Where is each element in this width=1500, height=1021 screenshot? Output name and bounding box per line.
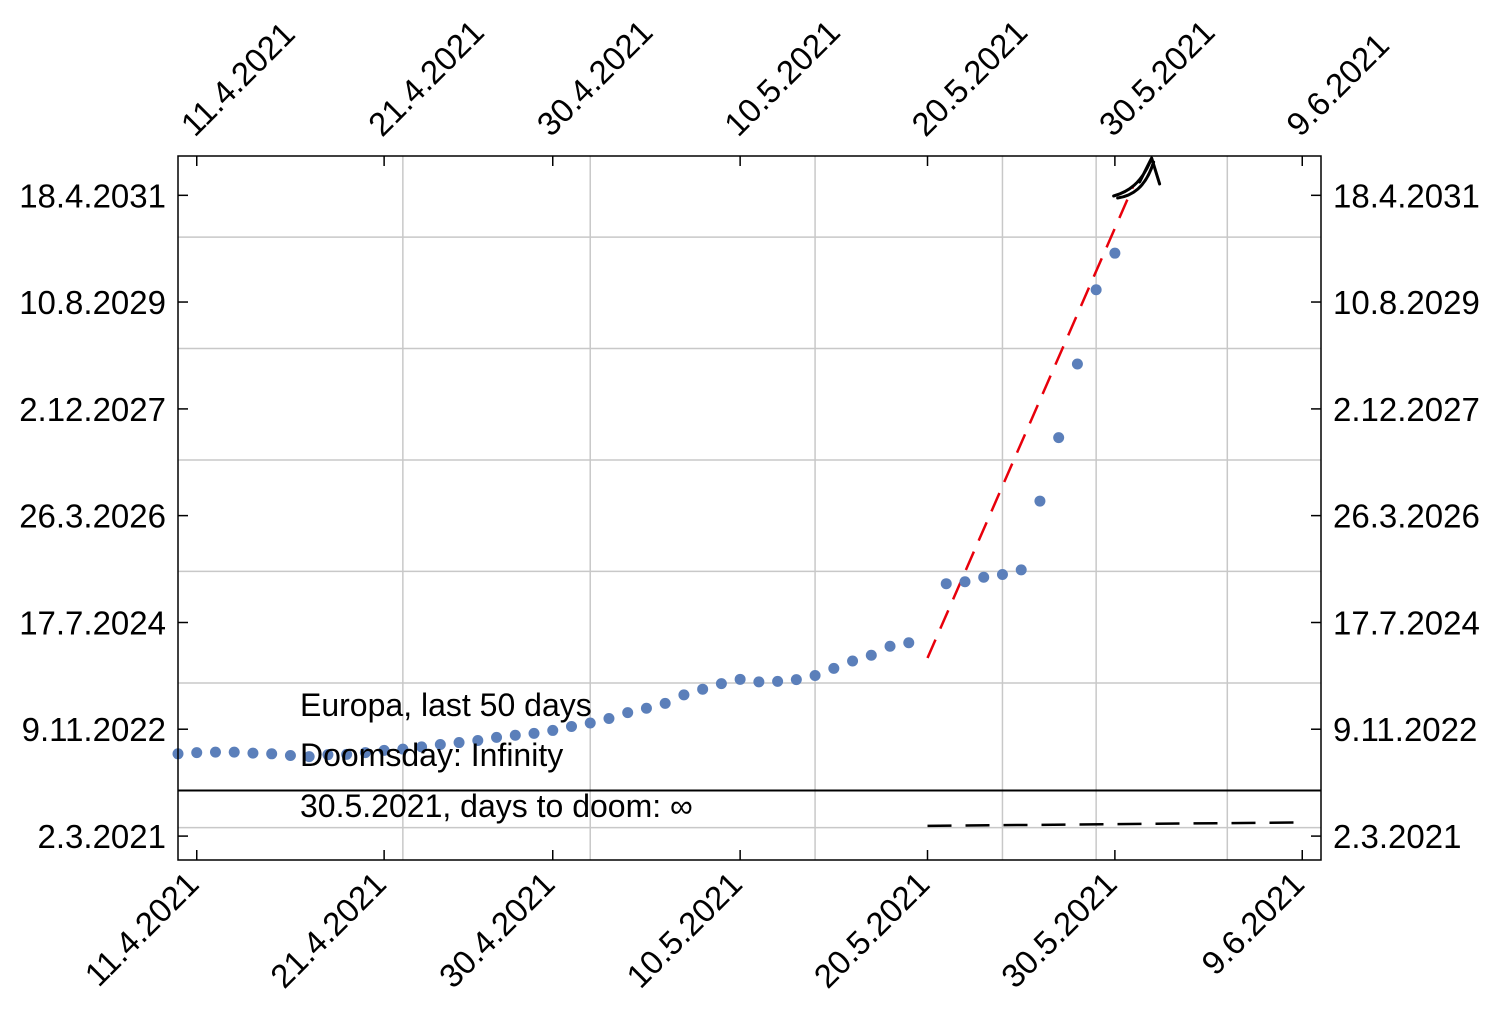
data-point — [491, 731, 503, 743]
x-axis-bottom-labels: 11.4.2021 21.4.2021 30.4.2021 10.5.2021 20.5… — [77, 865, 1311, 995]
data-point — [434, 738, 446, 750]
data-point — [1090, 284, 1102, 296]
data-point — [1034, 495, 1046, 507]
data-point — [828, 662, 840, 674]
data-point — [865, 649, 877, 661]
data-point — [565, 720, 577, 732]
data-point — [228, 746, 240, 758]
data-point — [622, 707, 634, 719]
data-point — [1015, 564, 1027, 576]
y-tick-label-left: 26.3.2026 — [19, 498, 166, 535]
annotation-region: Europa, last 50 days — [300, 687, 592, 723]
x-tick-label-top: 11.4.2021 — [174, 15, 302, 143]
data-point — [322, 749, 334, 761]
x-tick-label-top: 10.5.2021 — [717, 13, 847, 143]
data-point — [715, 678, 727, 690]
y-tick-label-right: 2.12.2027 — [1333, 391, 1480, 428]
data-point — [584, 717, 596, 729]
y-axis-right-labels: 2.3.2021 9.11.2022 17.7.2024 26.3.2026 2.12.… — [1333, 177, 1480, 855]
x-axis-top-labels: 11.4.2021 21.4.2021 30.4.2021 10.5.2021 20.5… — [174, 13, 1397, 143]
data-point — [603, 712, 615, 724]
data-point — [996, 569, 1008, 581]
trend-fit-line — [926, 184, 1135, 659]
data-points — [172, 247, 1121, 763]
data-point — [266, 748, 278, 760]
y-tick-label-right: 10.8.2029 — [1333, 284, 1480, 321]
data-point — [903, 637, 915, 649]
y-tick-label-right: 17.7.2024 — [1333, 605, 1480, 642]
y-tick-label-right: 9.11.2022 — [1333, 711, 1477, 748]
y-tick-label-left: 9.11.2022 — [22, 711, 166, 748]
x-tick-label-top: 30.5.2021 — [1092, 13, 1222, 143]
data-point — [884, 640, 896, 652]
data-point — [453, 737, 465, 749]
x-tick-label-bottom: 9.6.2021 — [1194, 865, 1311, 982]
data-point — [809, 670, 821, 682]
data-point — [772, 675, 784, 687]
x-tick-label-bottom: 11.4.2021 — [77, 865, 205, 993]
arrow-icon — [1112, 156, 1162, 198]
annotation-days-to-doom: 30.5.2021, days to doom: ∞ — [300, 788, 693, 824]
arrow-icon — [1116, 160, 1156, 200]
data-point — [959, 576, 971, 588]
data-point — [847, 655, 859, 667]
grid-lines — [178, 156, 1321, 860]
y-tick-label-right: 18.4.2031 — [1333, 177, 1480, 214]
x-tick-label-bottom: 30.4.2021 — [432, 865, 562, 995]
y-tick-label-left: 10.8.2029 — [19, 284, 166, 321]
plot-frame — [177, 155, 1322, 861]
data-point — [341, 748, 353, 760]
x-tick-label-top: 30.4.2021 — [530, 13, 660, 143]
data-point — [940, 578, 952, 590]
data-point — [640, 702, 652, 714]
x-tick-label-bottom: 10.5.2021 — [619, 865, 749, 995]
doom-projection-line — [927, 821, 1303, 828]
y-tick-label-left: 18.4.2031 — [19, 177, 166, 214]
data-point — [284, 750, 296, 762]
annotation-doomsday: Doomsday: Infinity — [300, 737, 563, 773]
x-tick-label-bottom: 30.5.2021 — [994, 865, 1124, 995]
x-tick-label-top: 9.6.2021 — [1279, 26, 1396, 143]
data-point — [978, 571, 990, 583]
data-point — [509, 729, 521, 741]
overflow-arrow — [1112, 156, 1162, 200]
data-point — [528, 727, 540, 739]
data-point — [191, 747, 203, 759]
data-point — [697, 683, 709, 695]
data-point — [359, 747, 371, 759]
x-tick-label-top: 20.5.2021 — [904, 13, 1034, 143]
x-tick-label-bottom: 20.5.2021 — [806, 865, 936, 995]
data-point — [416, 741, 428, 753]
y-tick-label-right: 2.3.2021 — [1333, 818, 1461, 855]
y-tick-label-left: 2.3.2021 — [38, 818, 166, 855]
data-point — [734, 673, 746, 685]
y-axis-left-labels: 2.3.2021 9.11.2022 17.7.2024 26.3.2026 2.12.… — [19, 177, 166, 855]
x-tick-label-top: 21.4.2021 — [361, 13, 491, 143]
data-point — [247, 747, 259, 759]
data-point — [303, 751, 315, 763]
data-point — [1071, 358, 1083, 370]
data-point — [378, 744, 390, 756]
data-point — [659, 697, 671, 709]
data-point — [790, 674, 802, 686]
data-point — [209, 746, 221, 758]
x-tick-label-bottom: 21.4.2021 — [263, 865, 393, 995]
data-point — [397, 743, 409, 755]
axis-ticks — [178, 156, 1321, 860]
y-tick-label-right: 26.3.2026 — [1333, 498, 1480, 535]
data-point — [753, 676, 765, 688]
y-tick-label-left: 2.12.2027 — [19, 391, 166, 428]
data-point — [678, 689, 690, 701]
y-tick-label-left: 17.7.2024 — [19, 605, 166, 642]
data-point — [547, 724, 559, 736]
data-point — [472, 734, 484, 746]
data-point — [1109, 247, 1121, 259]
data-point — [1053, 432, 1065, 444]
